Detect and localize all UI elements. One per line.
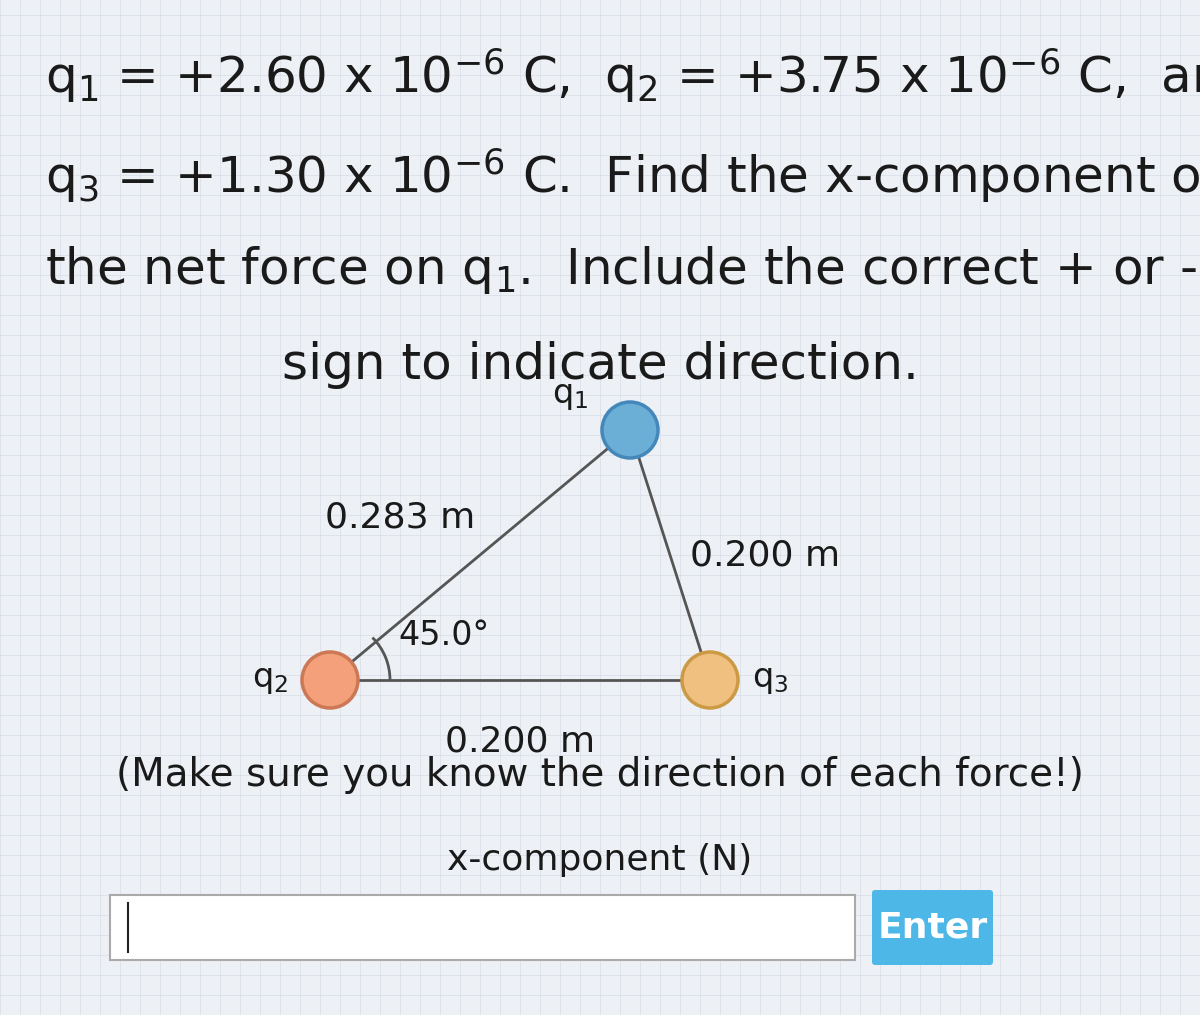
Text: q$_1$ = +2.60 x 10$^{-6}$ C,  q$_2$ = +3.75 x 10$^{-6}$ C,  and: q$_1$ = +2.60 x 10$^{-6}$ C, q$_2$ = +3.… <box>46 46 1200 105</box>
FancyBboxPatch shape <box>872 890 994 965</box>
Text: the net force on q$_1$.  Include the correct + or -: the net force on q$_1$. Include the corr… <box>46 244 1196 296</box>
Circle shape <box>302 652 358 708</box>
Text: q$_3$ = +1.30 x 10$^{-6}$ C.  Find the x-component of: q$_3$ = +1.30 x 10$^{-6}$ C. Find the x-… <box>46 145 1200 204</box>
Text: x-component (N): x-component (N) <box>448 843 752 877</box>
Circle shape <box>602 402 658 458</box>
Text: 0.200 m: 0.200 m <box>445 725 595 759</box>
Text: q$_1$: q$_1$ <box>552 379 588 412</box>
Text: 45.0°: 45.0° <box>398 619 490 652</box>
Text: 0.283 m: 0.283 m <box>325 501 475 535</box>
Text: 0.200 m: 0.200 m <box>690 538 840 572</box>
Text: (Make sure you know the direction of each force!): (Make sure you know the direction of eac… <box>116 756 1084 794</box>
FancyBboxPatch shape <box>110 895 854 960</box>
Text: q$_3$: q$_3$ <box>752 664 788 696</box>
Text: Enter: Enter <box>877 910 988 944</box>
Text: sign to indicate direction.: sign to indicate direction. <box>282 341 918 389</box>
Text: q$_2$: q$_2$ <box>252 664 288 696</box>
Circle shape <box>682 652 738 708</box>
